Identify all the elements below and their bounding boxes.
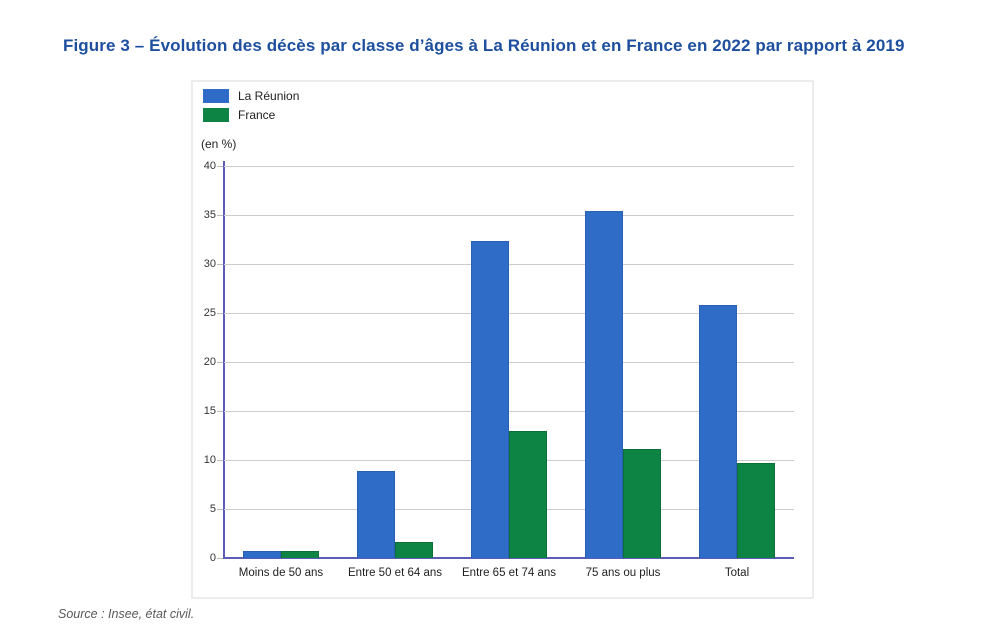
y-axis-line bbox=[223, 161, 225, 559]
gridline-15 bbox=[224, 410, 794, 412]
bar-france-0 bbox=[281, 551, 319, 558]
plot-area: 0 5 10 15 20 25 30 35 40 Moins de 50 ans Entre 50 … bbox=[204, 160, 794, 579]
y-tick-label-10: 10 bbox=[203, 453, 216, 466]
bar-france-3 bbox=[623, 449, 661, 558]
y-axis-unit-label: (en %) bbox=[201, 137, 237, 151]
gridline-35 bbox=[224, 214, 794, 216]
bar-france-4 bbox=[737, 462, 775, 558]
y-tick-label-15: 15 bbox=[203, 404, 216, 417]
y-tick-5 bbox=[217, 508, 223, 510]
legend-swatch-france bbox=[203, 107, 229, 122]
chart-container: La Réunion France (en %) 0 5 10 15 20 25 30 35 4… bbox=[191, 80, 814, 599]
y-tick-label-30: 30 bbox=[203, 257, 216, 270]
legend-label-france: France bbox=[238, 107, 276, 122]
y-tick-35 bbox=[217, 214, 223, 216]
legend-item-france: France bbox=[203, 105, 299, 124]
y-tick-30 bbox=[217, 263, 223, 265]
bar-group-2 bbox=[452, 166, 566, 558]
y-tick-25 bbox=[217, 312, 223, 314]
x-axis-label-1: Entre 50 et 64 ans bbox=[348, 567, 442, 579]
bar-la-reunion-2 bbox=[471, 241, 509, 558]
legend-label-la-reunion: La Réunion bbox=[238, 88, 300, 103]
bar-group-0 bbox=[224, 166, 338, 558]
legend-item-la-reunion: La Réunion bbox=[203, 86, 299, 105]
x-axis-label-0: Moins de 50 ans bbox=[238, 567, 324, 579]
bar-france-1 bbox=[395, 542, 433, 558]
y-tick-15 bbox=[217, 410, 223, 412]
x-axis-line bbox=[223, 557, 794, 559]
x-axis-label-3: 75 ans ou plus bbox=[585, 567, 661, 579]
bar-group-1 bbox=[338, 166, 452, 558]
x-axis-label-4: Total bbox=[724, 567, 750, 579]
y-tick-10 bbox=[217, 459, 223, 461]
source-note: Source : Insee, état civil. bbox=[58, 607, 195, 621]
legend-swatch-la-reunion bbox=[203, 88, 229, 103]
y-tick-40 bbox=[217, 165, 223, 167]
bar-la-reunion-1 bbox=[357, 470, 395, 558]
bar-france-2 bbox=[509, 430, 547, 558]
legend: La Réunion France bbox=[203, 86, 299, 124]
y-tick-label-0: 0 bbox=[209, 551, 216, 564]
y-tick-label-20: 20 bbox=[203, 355, 216, 368]
bar-la-reunion-0 bbox=[243, 551, 281, 558]
figure-title: Figure 3 – Évolution des décès par class… bbox=[63, 36, 905, 55]
bar-group-4 bbox=[680, 166, 794, 558]
bar-group-3 bbox=[566, 166, 680, 558]
y-tick-label-25: 25 bbox=[203, 306, 216, 319]
y-tick-label-5: 5 bbox=[209, 502, 216, 515]
y-tick-label-40: 40 bbox=[203, 159, 216, 172]
y-tick-0 bbox=[217, 557, 223, 559]
y-tick-20 bbox=[217, 361, 223, 363]
y-tick-label-35: 35 bbox=[203, 208, 216, 221]
bar-la-reunion-4 bbox=[699, 305, 737, 558]
gridline-30 bbox=[224, 263, 794, 265]
bar-la-reunion-3 bbox=[585, 211, 623, 558]
gridline-20 bbox=[224, 361, 794, 363]
gridline-25 bbox=[224, 312, 794, 314]
gridline-40 bbox=[224, 165, 794, 167]
x-axis-label-2: Entre 65 et 74 ans bbox=[462, 567, 556, 579]
